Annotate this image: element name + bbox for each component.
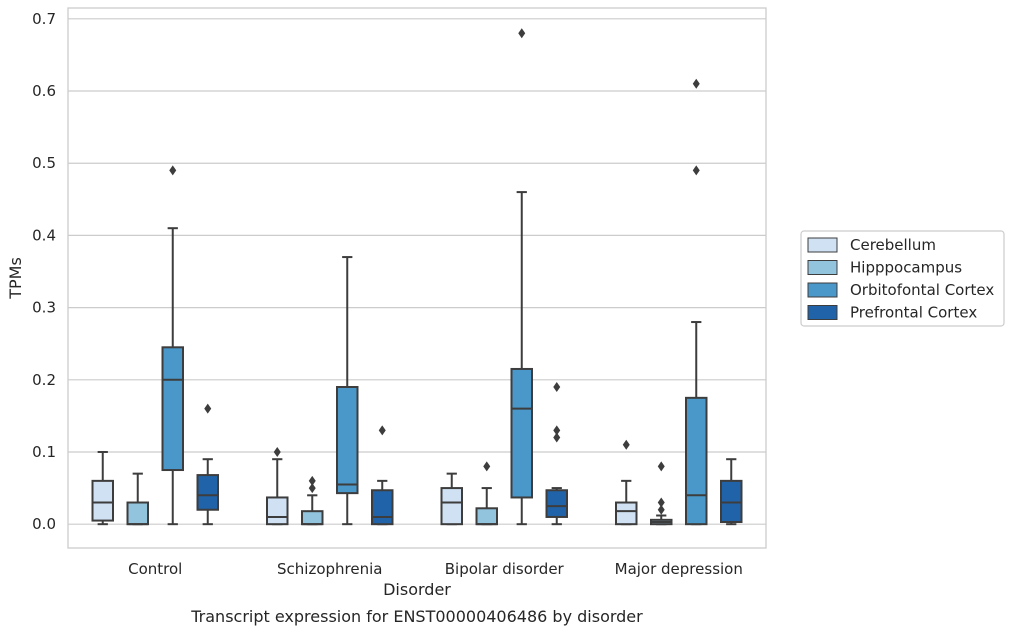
y-tick-label: 0.5 [32,154,56,172]
box-iqr [615,501,638,526]
outlier-point [204,403,212,414]
outlier-point [308,475,316,486]
box-element [266,446,289,526]
grid-lines [68,18,766,525]
box-iqr [510,367,533,499]
legend-frame [800,230,1005,327]
outlier-point [657,461,665,472]
box-element [510,28,533,526]
outlier-point [553,425,561,436]
box-element [301,475,324,526]
x-tick-label: Major depression [615,560,743,578]
outlier-point [518,28,526,39]
outlier-point [622,439,630,450]
box-element [545,382,568,526]
box-iqr [301,510,324,526]
box-element [161,165,184,526]
outlier-point [692,165,700,176]
box-iqr [336,386,359,495]
box-iqr [720,479,743,524]
outlier-point [553,432,561,443]
box-element [126,472,149,526]
y-axis-label: TPMs [6,257,25,300]
box-iqr [440,487,463,526]
legend: Cerebellum Hipppocampus Orbitofontal Corte… [800,230,1005,327]
y-tick-label: 0.4 [32,226,56,244]
box-iqr [371,489,394,526]
outlier-point [378,425,386,436]
legend-swatch [807,282,838,298]
x-tick-label: Bipolar disorder [445,560,565,578]
outlier-point [273,446,281,457]
legend-label: Orbitofontal Cortex [850,281,994,299]
legend-item: Prefrontal Cortex [807,304,977,322]
y-tick-label: 0.6 [32,82,56,100]
box-element [440,472,463,526]
outlier-point [169,165,177,176]
series-prefrontal-cortex [196,382,743,526]
box-element [685,78,708,526]
x-axis-ticks: Control Schizophrenia Bipolar disorder Majo… [128,560,743,578]
y-tick-label: 0.1 [32,443,56,461]
y-tick-label: 0.0 [32,515,56,533]
box-iqr [685,396,708,526]
box-element [615,439,638,526]
legend-label: Prefrontal Cortex [850,304,977,322]
box-iqr [196,474,219,511]
outlier-point [483,461,491,472]
box-element [371,425,394,526]
box-element [650,461,673,526]
legend-item: Hipppocampus [807,259,962,277]
legend-item: Orbitofontal Cortex [807,281,994,299]
legend-swatch [807,237,838,253]
legend-swatch [807,260,838,275]
box-element [91,450,114,526]
series-cerebellum [91,439,638,526]
outlier-point [308,483,316,494]
box-iqr [266,496,289,526]
outlier-point [657,497,665,508]
x-tick-label: Schizophrenia [277,560,382,578]
y-tick-label: 0.3 [32,299,56,317]
x-tick-label: Control [128,560,182,578]
legend-swatch [807,305,838,320]
box-iqr [545,489,568,518]
box-element [336,256,359,526]
box-iqr [161,346,184,472]
y-axis-ticks: 0.0 0.1 0.2 0.3 0.4 0.5 0.6 0.7 [32,10,56,533]
outlier-point [657,504,665,515]
box-series [91,28,743,526]
y-tick-label: 0.7 [32,10,56,28]
box-iqr [126,501,149,526]
plot-frame [67,7,767,549]
series-hipppocampus [126,461,673,526]
series-orbitofontal-cortex [161,28,708,526]
outlier-point [553,382,561,393]
y-tick-label: 0.2 [32,371,56,389]
outlier-point [692,78,700,89]
legend-item: Cerebellum [807,236,936,254]
box-iqr [91,479,114,522]
x-axis-label: Disorder [383,580,451,599]
box-element [196,403,219,526]
legend-label: Cerebellum [850,236,936,254]
box-iqr [475,507,498,526]
legend-label: Hipppocampus [850,259,962,277]
box-element [720,458,743,526]
chart-caption: Transcript expression for ENST0000040648… [190,607,643,626]
box-element [475,461,498,526]
